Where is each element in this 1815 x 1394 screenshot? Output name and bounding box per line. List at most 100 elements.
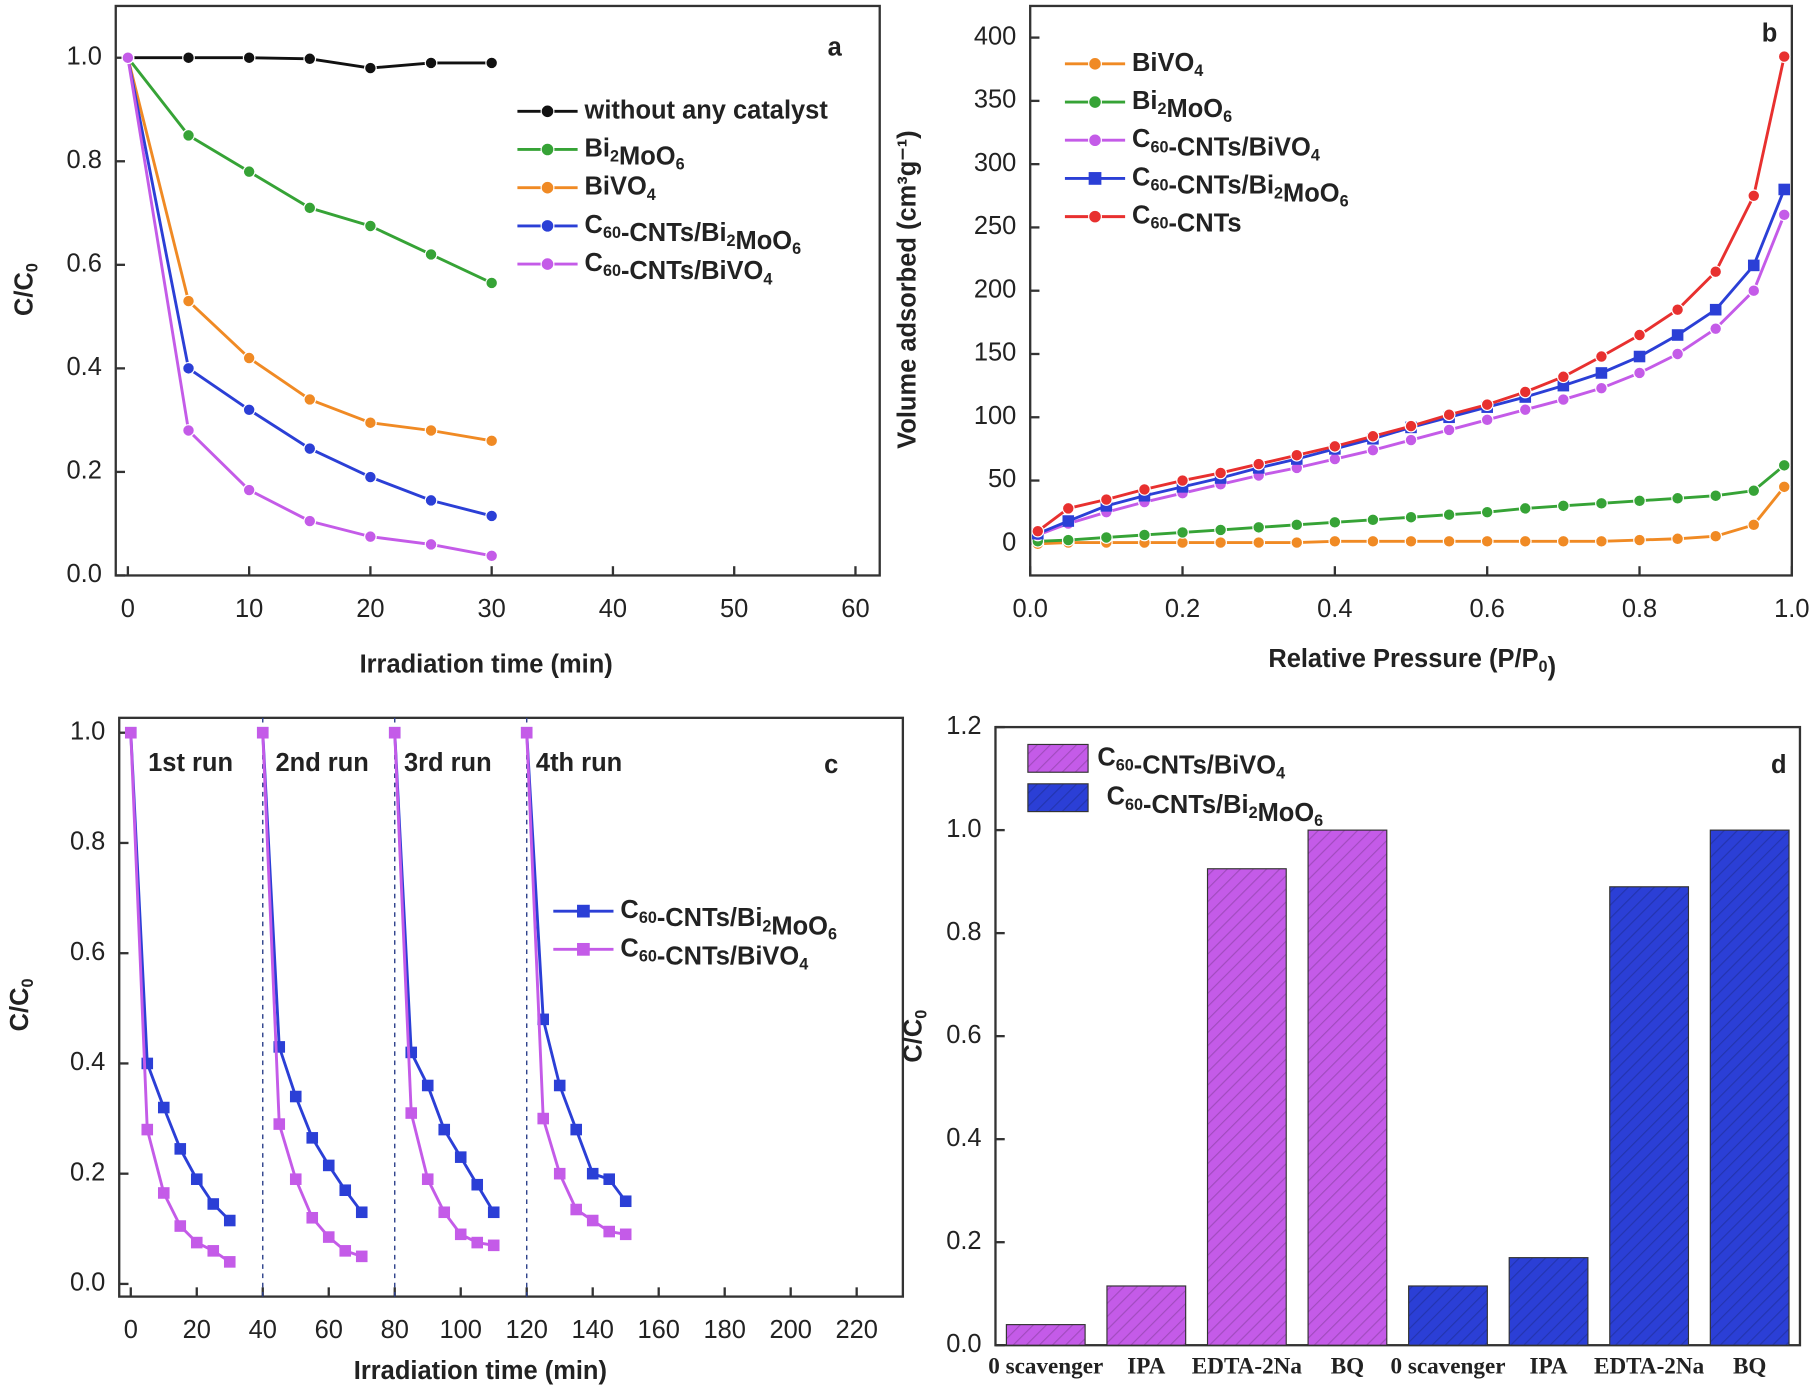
marker (1061, 502, 1075, 515)
marker (1777, 208, 1791, 222)
y-axis-title: C/C0 (10, 263, 42, 316)
text-part: -CNTs/Bi (1143, 791, 1249, 819)
marker (182, 362, 195, 375)
subscript: 60 (639, 910, 657, 928)
marker (1404, 510, 1418, 524)
marker (1366, 534, 1380, 548)
marker (570, 1123, 583, 1136)
series-line (126, 56, 493, 285)
series-line (1037, 188, 1786, 536)
annotation: 2nd run (275, 749, 368, 777)
marker (485, 509, 499, 523)
marker (141, 1057, 154, 1070)
x-tick-label: 40 (599, 595, 627, 623)
marker (273, 1118, 286, 1130)
subscript: 0 (913, 1010, 931, 1019)
legend-label: C60-CNTs/BiVO4 (1132, 125, 1320, 165)
marker (121, 51, 135, 65)
marker (190, 1236, 203, 1249)
marker (1138, 483, 1151, 496)
marker (424, 494, 438, 507)
marker (190, 1173, 203, 1185)
y-tick-label: 300 (974, 149, 1016, 177)
marker (1518, 502, 1532, 515)
marker (1366, 429, 1380, 443)
subscript: 0 (24, 263, 42, 272)
marker (303, 514, 317, 528)
subscript: 6 (792, 240, 801, 258)
marker (364, 416, 377, 430)
marker (1328, 515, 1342, 529)
marker (1556, 370, 1570, 384)
marker (1671, 347, 1684, 361)
x-tick-label: 180 (703, 1316, 745, 1344)
x-tick-label: 10 (235, 595, 263, 623)
marker (553, 1079, 566, 1092)
subscript: 60 (1150, 215, 1168, 233)
marker (1777, 458, 1791, 472)
text-part: Bi (1132, 87, 1157, 115)
text-part: Volume adsorbed (cm³g⁻¹) (893, 130, 921, 448)
y-tick-label: 200 (974, 275, 1016, 303)
marker (207, 1198, 220, 1210)
y-tick-label: 0.0 (70, 1269, 105, 1297)
marker (289, 1090, 302, 1103)
y-tick-label: 1.0 (70, 717, 105, 745)
marker (1252, 536, 1266, 549)
legend-label: C60-CNTs/Bi2MoO6 (585, 211, 802, 259)
marker (438, 1123, 451, 1136)
text-part: BiVO (1132, 49, 1194, 77)
x-tick-label: 60 (315, 1316, 343, 1344)
marker (339, 1184, 352, 1197)
x-tick-label: 0.6 (1469, 595, 1504, 623)
marker (322, 1231, 335, 1243)
x-tick-label: 80 (381, 1316, 409, 1344)
marker (540, 218, 555, 233)
subscript: 6 (1223, 109, 1232, 127)
text-part: without any catalyst (584, 96, 829, 124)
marker (424, 248, 438, 261)
x-tick-label: BQ (1331, 1354, 1364, 1380)
x-tick-label: 60 (841, 595, 869, 623)
subscript: 60 (1150, 139, 1168, 157)
text-part: C/C (6, 987, 34, 1031)
marker (1595, 496, 1608, 510)
marker (1328, 452, 1342, 466)
marker (1031, 524, 1045, 538)
y-tick-label: 0 (1002, 529, 1016, 557)
y-tick-label: 0.6 (946, 1021, 981, 1049)
marker (364, 530, 377, 543)
marker (1480, 398, 1494, 411)
marker (424, 424, 438, 437)
text-part: -CNTs/BiVO (621, 257, 763, 285)
marker (1633, 494, 1646, 508)
marker (619, 1228, 632, 1241)
y-tick-label: 0.0 (66, 560, 101, 588)
text-part: -CNTs/BiVO (1134, 751, 1276, 779)
marker (540, 180, 555, 195)
y-tick-label: 1.2 (946, 712, 981, 740)
marker (421, 1079, 434, 1092)
marker (1595, 381, 1608, 395)
marker (487, 1206, 500, 1219)
x-tick-label: 0.4 (1317, 595, 1352, 623)
text-part: -CNTs/BiVO (657, 942, 799, 970)
x-tick-label: EDTA-2Na (1594, 1354, 1705, 1380)
x-tick-label: 0.8 (1622, 595, 1657, 623)
marker (141, 1123, 154, 1136)
marker (1061, 533, 1075, 547)
subscript: 60 (1125, 796, 1143, 814)
x-axis-title: Relative Pressure (P/P0) (1268, 645, 1556, 681)
marker (1671, 303, 1684, 317)
marker (1556, 534, 1570, 548)
y-tick-label: 50 (988, 465, 1016, 493)
marker (1442, 534, 1456, 548)
text-part: BiVO (585, 172, 647, 200)
series-line (126, 57, 492, 443)
subscript: 2 (1158, 100, 1167, 118)
marker (1671, 532, 1684, 546)
y-tick-label: 250 (974, 212, 1016, 240)
marker (1671, 491, 1684, 505)
text-part: Irradiation time (min) (354, 1357, 607, 1385)
subscript: 2 (1274, 185, 1283, 203)
